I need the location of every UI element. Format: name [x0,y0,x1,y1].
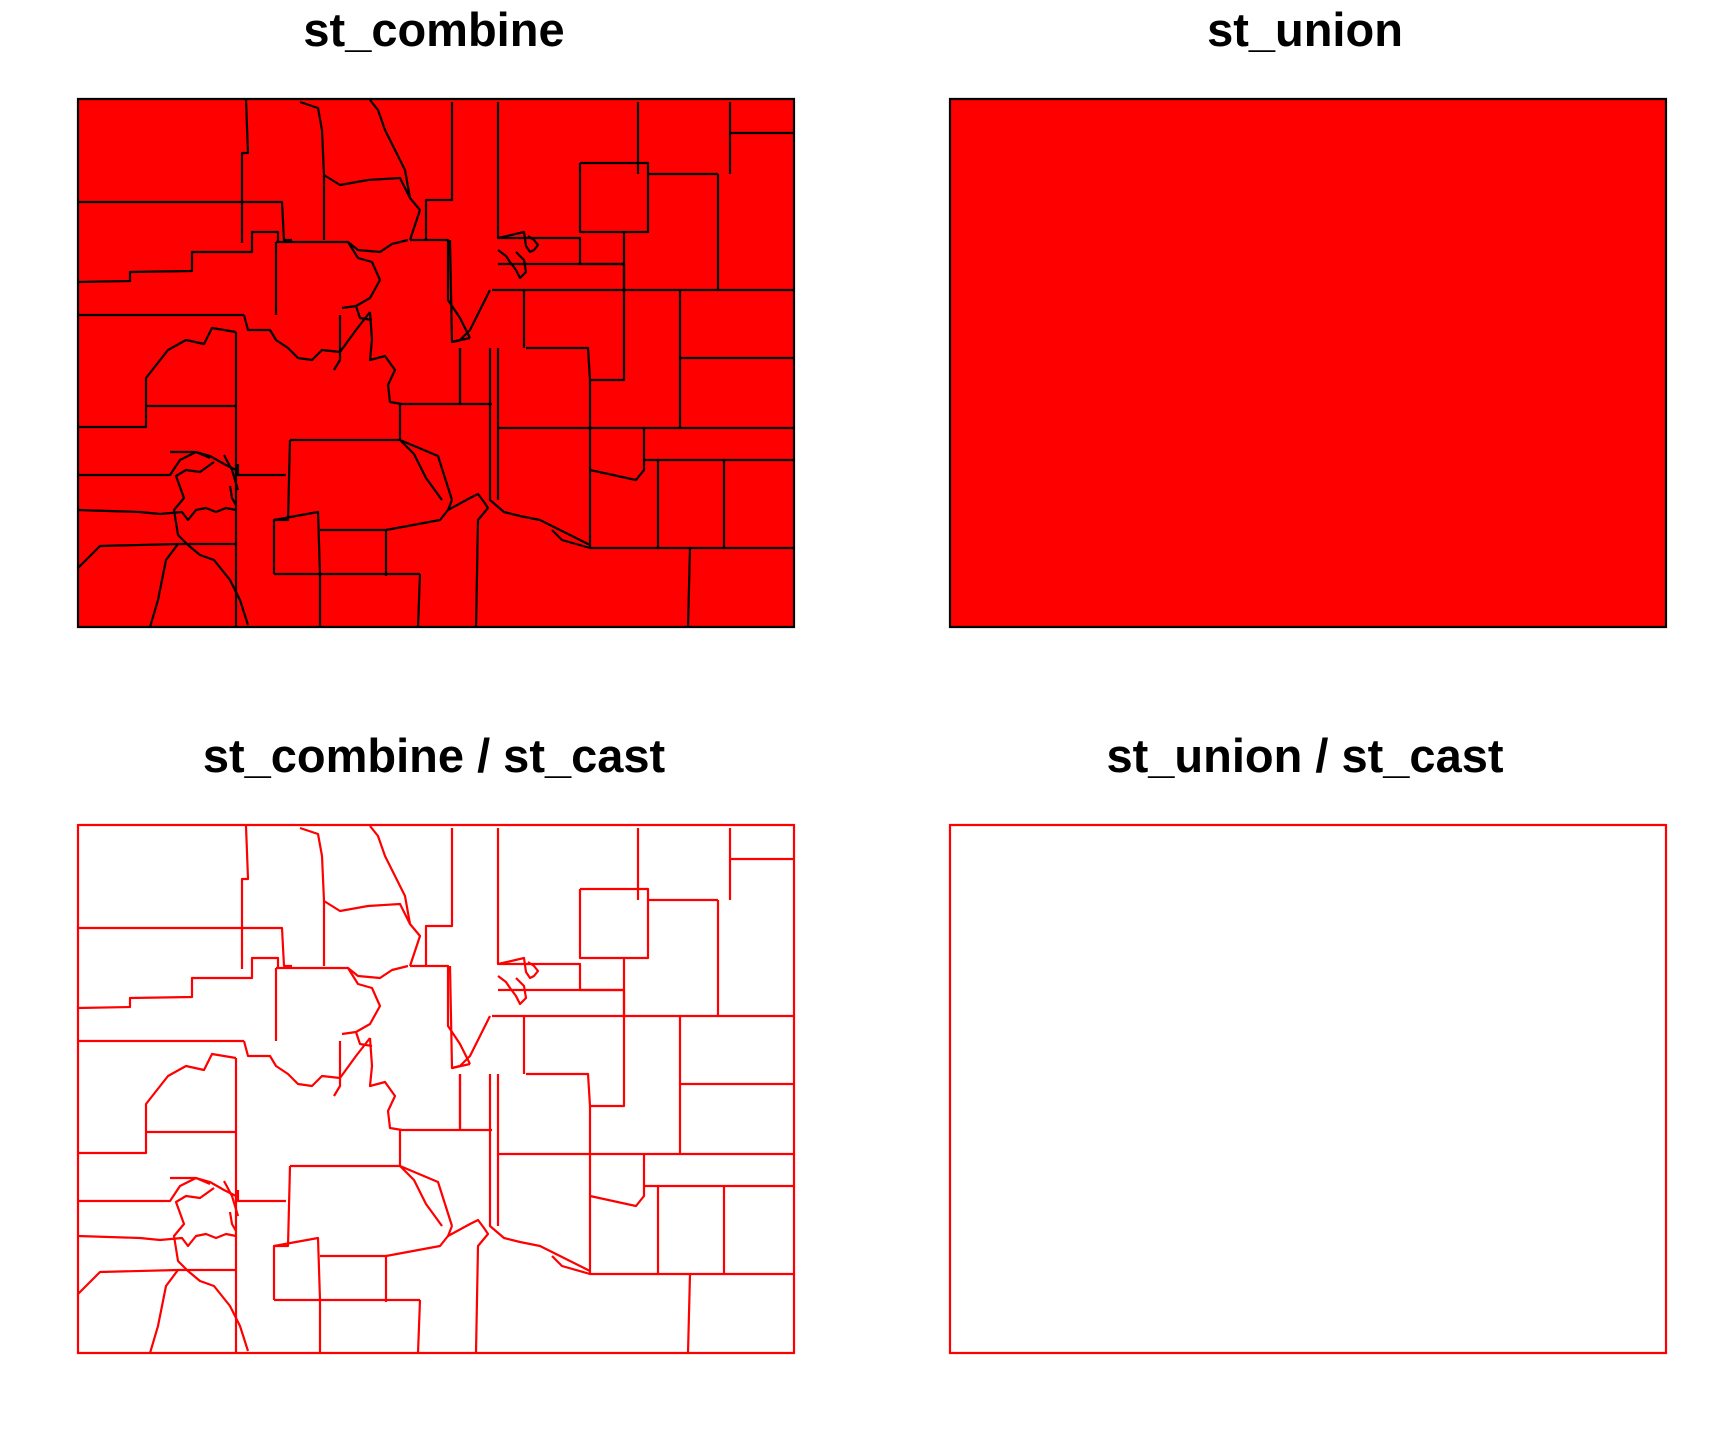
panel-title-st-combine: st_combine [303,3,565,56]
state-fill [948,97,1668,629]
panel-title-st-combine-cast: st_combine / st_cast [202,729,666,782]
panel-title-st-union: st_union [1207,3,1403,56]
map-panel-st-combine-cast [76,823,796,1355]
county-boundaries [76,824,796,1355]
map-panel-st-union-cast [948,823,1668,1355]
state-outline [948,823,1668,1355]
map-panel-st-union [948,97,1668,629]
map-panel-st-combine [76,97,796,629]
panel-title-st-union-cast: st_union / st_cast [1106,729,1504,782]
